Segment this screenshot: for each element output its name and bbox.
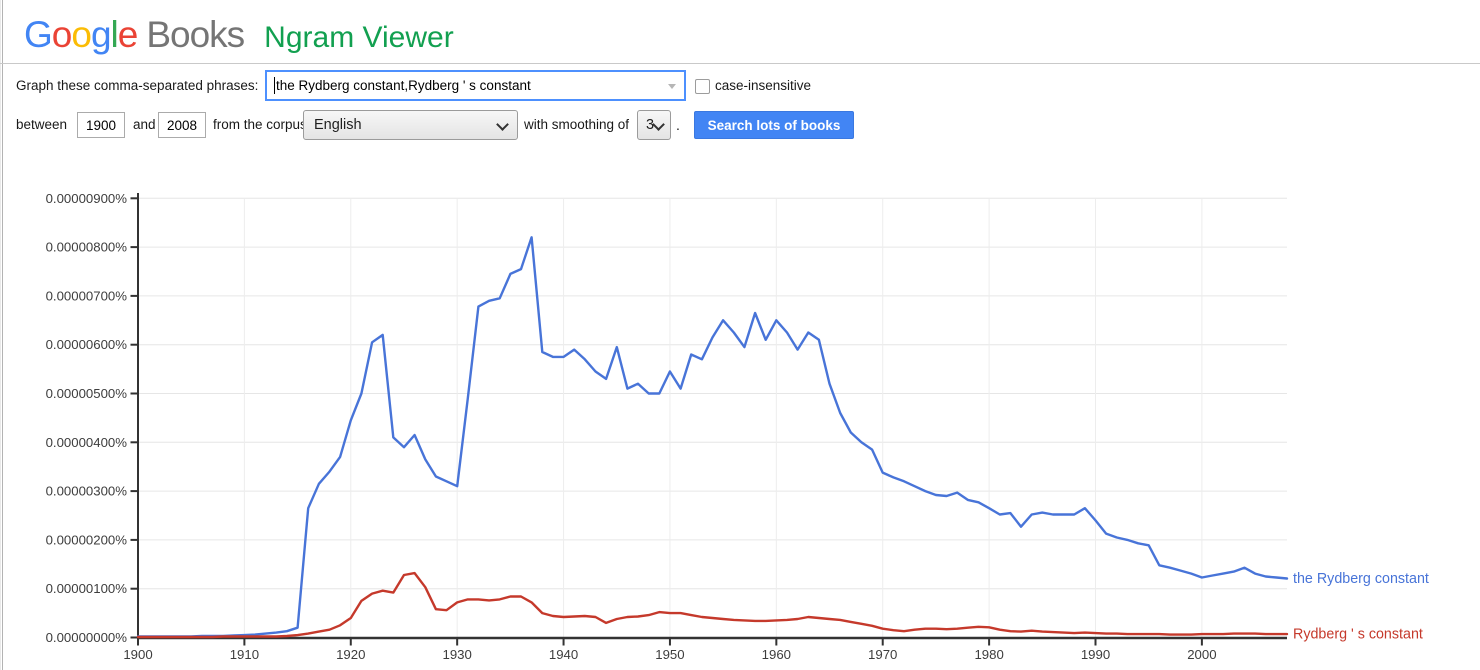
y-tick-label: 0.00000700%	[46, 288, 128, 303]
smoothing-select[interactable]: 3	[637, 110, 671, 140]
google-logo-letters: Google	[24, 14, 139, 55]
logo-letter: G	[24, 14, 53, 55]
y-tick-label: 0.00000900%	[46, 191, 128, 206]
window-left-edge-line	[2, 0, 3, 670]
x-tick-label: 1930	[442, 647, 471, 662]
corpus-label: from the corpus	[213, 117, 307, 132]
corpus-select[interactable]: English	[303, 110, 518, 140]
smoothing-select-value: 3	[646, 117, 655, 133]
logo-letter: g	[90, 14, 112, 55]
corpus-select-value: English	[314, 117, 362, 133]
series-label-rydberg-s-constant[interactable]: Rydberg ' s constant	[1293, 627, 1423, 643]
y-tick-label: 0.00000200%	[46, 532, 128, 547]
x-tick-label: 1940	[549, 647, 578, 662]
y-tick-label: 0.00000400%	[46, 435, 128, 450]
phrases-combobox[interactable]	[265, 70, 686, 101]
x-tick-label: 1910	[230, 647, 259, 662]
header-divider	[0, 63, 1480, 64]
header: Google Books Ngram Viewer	[24, 14, 454, 62]
smoothing-label: with smoothing of	[524, 117, 630, 132]
and-label: and	[133, 117, 156, 132]
search-button[interactable]: Search lots of books	[694, 111, 854, 139]
window-left-edge	[0, 0, 1, 670]
x-tick-label: 2000	[1187, 647, 1216, 662]
phrases-input[interactable]	[267, 72, 684, 99]
case-insensitive-checkbox[interactable]	[695, 79, 710, 94]
page-title: Ngram Viewer	[264, 21, 454, 54]
y-tick-label: 0.00000500%	[46, 386, 128, 401]
logo-letter: e	[117, 14, 139, 55]
case-insensitive-label: case-insensitive	[715, 78, 812, 93]
phrases-label: Graph these comma-separated phrases:	[16, 78, 259, 93]
year-end-input[interactable]	[158, 112, 206, 138]
year-start-input[interactable]	[77, 112, 125, 138]
y-tick-label: 0.00000000%	[46, 630, 128, 645]
y-tick-label: 0.00000600%	[46, 337, 128, 352]
x-tick-label: 1980	[974, 647, 1003, 662]
between-label: between	[16, 117, 68, 132]
google-logo: Google Books	[24, 14, 245, 55]
y-tick-label: 0.00000300%	[46, 484, 128, 499]
y-tick-label: 0.00000100%	[46, 581, 128, 596]
x-tick-label: 1990	[1081, 647, 1110, 662]
combobox-dropdown-icon[interactable]	[668, 84, 676, 89]
x-tick-label: 1900	[123, 647, 152, 662]
logo-letter: o	[51, 14, 73, 55]
logo-letter: l	[110, 14, 119, 55]
x-tick-label: 1950	[655, 647, 684, 662]
series-line-rydberg-s-constant[interactable]	[136, 571, 1289, 639]
x-tick-label: 1920	[336, 647, 365, 662]
books-logo-text: Books	[146, 14, 245, 55]
logo-letter: o	[71, 14, 92, 55]
y-tick-label: 0.00000800%	[46, 240, 128, 255]
text-cursor	[274, 77, 275, 94]
sentence-period: .	[676, 117, 680, 133]
x-tick-label: 1960	[762, 647, 791, 662]
series-line-the-rydberg-constant[interactable]	[136, 236, 1289, 638]
x-tick-label: 1970	[868, 647, 897, 662]
series-label-the-rydberg-constant[interactable]: the Rydberg constant	[1293, 571, 1429, 587]
